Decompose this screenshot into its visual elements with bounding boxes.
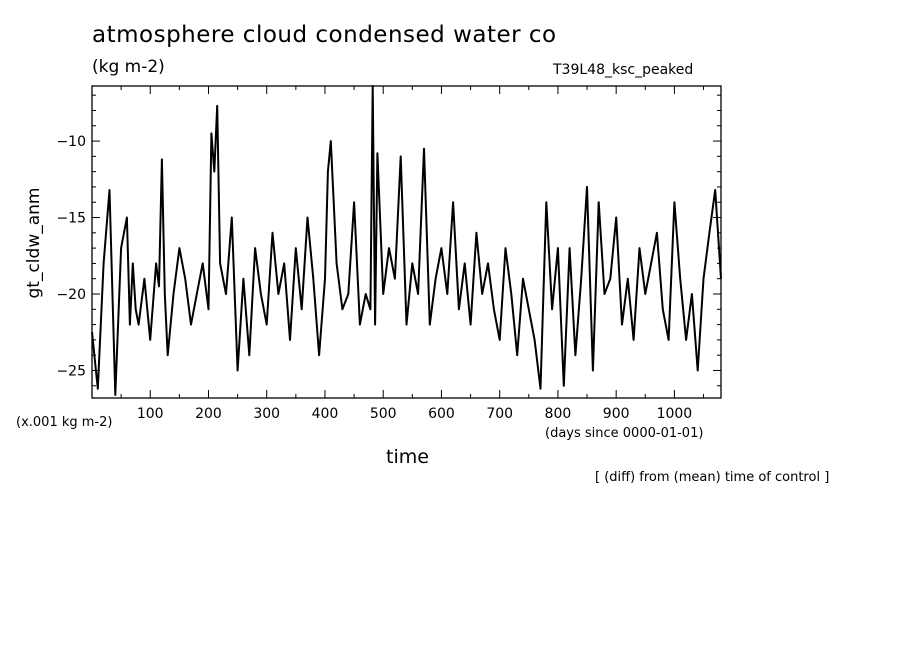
- plot-frame: [91, 85, 722, 399]
- y-tick-label: −20: [56, 287, 86, 303]
- chart-units: (kg m-2): [92, 57, 165, 77]
- chart-title: atmosphere cloud condensed water co: [92, 22, 557, 48]
- footer-note: [ (diff) from (mean) time of control ]: [595, 470, 830, 485]
- y-tick-label: −10: [56, 134, 86, 150]
- x-tick-label: 700: [486, 406, 513, 422]
- x-tick-label: 400: [312, 406, 339, 422]
- series-line-0: [91, 85, 722, 396]
- y-tick-label: −15: [56, 211, 86, 227]
- x-tick-label: 200: [195, 406, 222, 422]
- x-axis-label: time: [386, 446, 429, 468]
- x-tick-label: 600: [428, 406, 455, 422]
- x-tick-label: 1000: [657, 406, 693, 422]
- x-tick-label: 500: [370, 406, 397, 422]
- y-tick-label: −25: [56, 363, 86, 379]
- series-layer: [91, 85, 722, 396]
- y-scale-note: (x.001 kg m-2): [16, 415, 113, 430]
- run-name: T39L48_ksc_peaked: [553, 62, 694, 78]
- x-tick-label: 100: [137, 406, 164, 422]
- x-tick-label: 300: [253, 406, 280, 422]
- x-tick-label: 800: [545, 406, 572, 422]
- x-tick-label: 900: [603, 406, 630, 422]
- axis-layer: 100 200 300 400 500 600 700 800 900 1000 −25 −20 −15…: [56, 86, 721, 422]
- x-axis-units: (days since 0000-01-01): [545, 426, 704, 441]
